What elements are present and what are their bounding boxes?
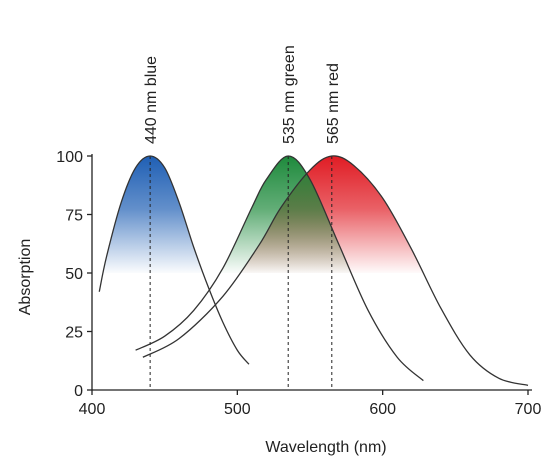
axes [91, 154, 532, 391]
y-axis-label: Absorption [17, 239, 34, 316]
y-tick-label: 75 [65, 208, 83, 225]
x-axis-label: Wavelength (nm) [265, 439, 386, 456]
curve-fills [102, 155, 424, 273]
red-peak-label: 565 nm red [325, 63, 342, 144]
peak-markers: 440 nm blue 535 nm green 565 nm red [143, 45, 342, 390]
absorption-curves [98, 155, 529, 386]
green-peak-label: 535 nm green [281, 45, 298, 144]
y-tick-label: 25 [65, 325, 83, 342]
y-tick-label: 100 [56, 149, 83, 166]
x-tick-label: 500 [224, 401, 251, 418]
blue-absorption-curve [98, 155, 250, 365]
y-tick-label: 50 [65, 266, 83, 283]
x-tick-label: 400 [79, 401, 106, 418]
x-tick-label: 700 [515, 401, 542, 418]
blue-peak-label: 440 nm blue [143, 56, 160, 144]
tick-labels: 0 25 50 75 100 400 500 600 700 [56, 149, 541, 418]
x-tick-label: 600 [369, 401, 396, 418]
y-tick-label: 0 [74, 383, 83, 400]
green-absorption-fill [220, 156, 352, 273]
red-absorption-curve [142, 155, 529, 386]
green-absorption-curve [135, 155, 424, 382]
